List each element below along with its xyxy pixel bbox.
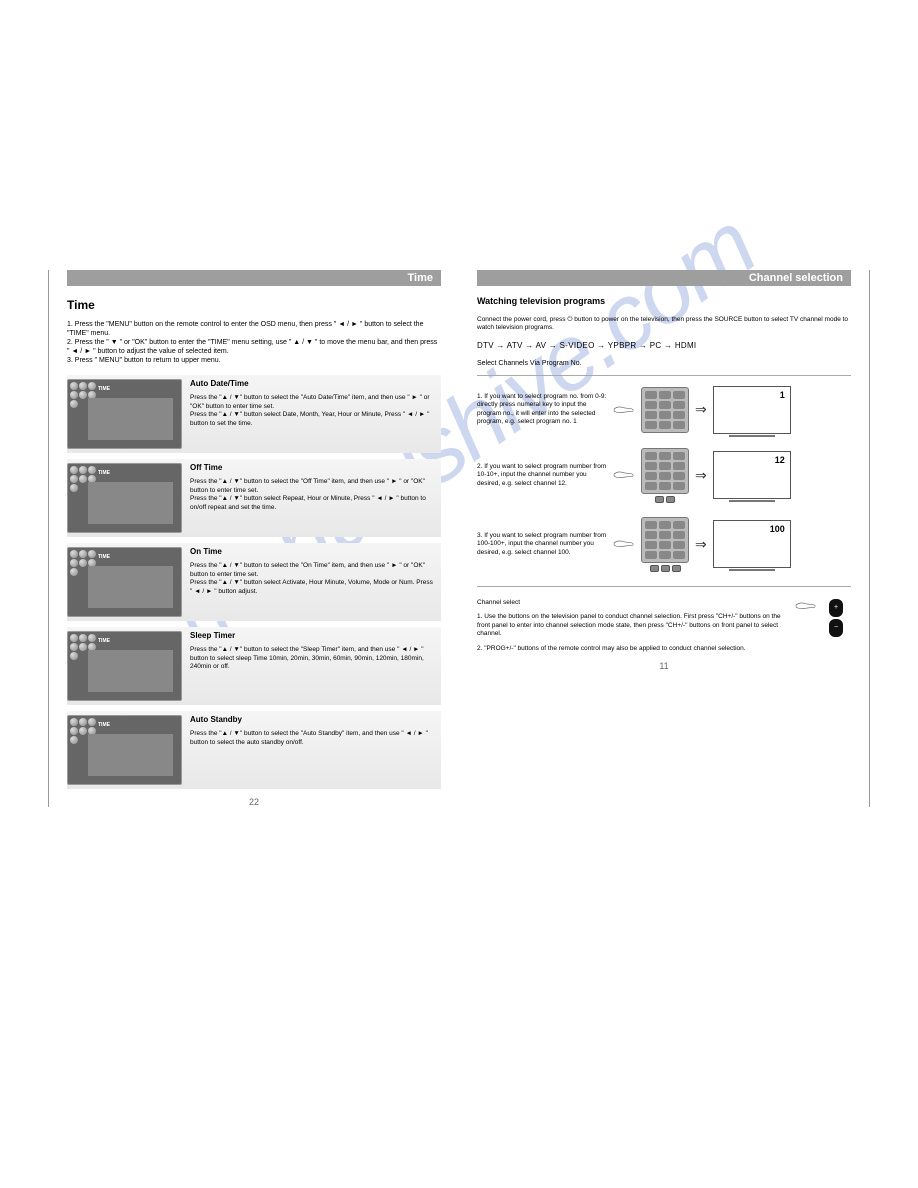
time-section: TIME On Time Press the "▲ / ▼" button to… xyxy=(67,543,441,621)
channel-select-p2: 2. "PROG+/-" buttons of the remote contr… xyxy=(477,645,785,653)
channel-example-row: 3. If you want to select program number … xyxy=(477,517,851,572)
ch-minus-button: − xyxy=(829,619,843,637)
ch-plus-button: + xyxy=(829,599,843,617)
channel-row-text: 1. If you want to select program no. fro… xyxy=(477,393,607,427)
panel-illustration: + − xyxy=(795,599,851,637)
menu-thumbnail: TIME xyxy=(67,463,182,533)
source-chain: DTV → ATV → AV → S-VIDEO → YPBPR → PC → … xyxy=(477,341,851,350)
left-page: Time Time 1. Press the "MENU" button on … xyxy=(48,270,459,807)
channel-example-row: 1. If you want to select program no. fro… xyxy=(477,386,851,434)
hand-icon xyxy=(613,403,635,417)
hand-icon xyxy=(795,599,817,613)
tv-channel-number: 12 xyxy=(775,455,785,465)
right-page-number: 11 xyxy=(477,661,851,671)
menu-thumbnail: TIME xyxy=(67,379,182,449)
select-channels-label: Select Channels Via Program No. xyxy=(477,360,851,367)
connect-instructions: Connect the power cord, press ⏻ button t… xyxy=(477,316,851,333)
watching-programs-title: Watching television programs xyxy=(477,296,851,306)
right-page: Channel selection Watching television pr… xyxy=(459,270,870,807)
hand-icon xyxy=(613,468,635,482)
keypad-illustration xyxy=(641,448,689,503)
keypad-illustration xyxy=(641,387,689,433)
divider xyxy=(477,586,851,587)
channel-row-text: 2. If you want to select program number … xyxy=(477,463,607,488)
page-spread: Time Time 1. Press the "MENU" button on … xyxy=(48,270,870,807)
tv-screen: 100 xyxy=(713,520,791,568)
pressed-keys-icon xyxy=(641,565,689,572)
section-body: Press the "▲ / ▼" button to select the "… xyxy=(190,646,435,671)
section-body: Press the "▲ / ▼" button to select the "… xyxy=(190,478,435,512)
keypad-illustration xyxy=(641,517,689,572)
right-header-bar: Channel selection xyxy=(477,270,851,286)
section-title: On Time xyxy=(190,547,435,556)
section-body: Press the "▲ / ▼" button to select the "… xyxy=(190,562,435,596)
channel-select-p1: 1. Use the buttons on the television pan… xyxy=(477,613,785,638)
channel-example-row: 2. If you want to select program number … xyxy=(477,448,851,503)
time-section: TIME Auto Standby Press the "▲ / ▼" butt… xyxy=(67,711,441,789)
tv-channel-number: 100 xyxy=(770,524,785,534)
left-header-bar: Time xyxy=(67,270,441,286)
left-page-title: Time xyxy=(67,298,441,312)
arrow-right-icon: ⇒ xyxy=(695,536,707,553)
section-body: Press the "▲ / ▼" button to select the "… xyxy=(190,394,435,428)
section-title: Auto Standby xyxy=(190,715,435,724)
divider xyxy=(477,375,851,376)
channel-select-label: Channel select xyxy=(477,599,785,607)
time-section: TIME Auto Date/Time Press the "▲ / ▼" bu… xyxy=(67,375,441,453)
channel-select-block: Channel select 1. Use the buttons on the… xyxy=(477,599,851,653)
hand-icon xyxy=(613,537,635,551)
left-instructions: 1. Press the "MENU" button on the remote… xyxy=(67,320,441,365)
section-title: Off Time xyxy=(190,463,435,472)
arrow-right-icon: ⇒ xyxy=(695,467,707,484)
menu-thumbnail: TIME xyxy=(67,547,182,617)
pressed-keys-icon xyxy=(641,496,689,503)
channel-row-text: 3. If you want to select program number … xyxy=(477,532,607,557)
time-section: TIME Sleep Timer Press the "▲ / ▼" butto… xyxy=(67,627,441,705)
section-title: Auto Date/Time xyxy=(190,379,435,388)
left-page-number: 22 xyxy=(67,797,441,807)
menu-thumbnail: TIME xyxy=(67,715,182,785)
tv-channel-number: 1 xyxy=(780,390,785,400)
section-body: Press the "▲ / ▼" button to select the "… xyxy=(190,730,435,747)
menu-thumbnail: TIME xyxy=(67,631,182,701)
arrow-right-icon: ⇒ xyxy=(695,401,707,418)
section-title: Sleep Timer xyxy=(190,631,435,640)
tv-screen: 1 xyxy=(713,386,791,434)
time-section: TIME Off Time Press the "▲ / ▼" button t… xyxy=(67,459,441,537)
tv-screen: 12 xyxy=(713,451,791,499)
